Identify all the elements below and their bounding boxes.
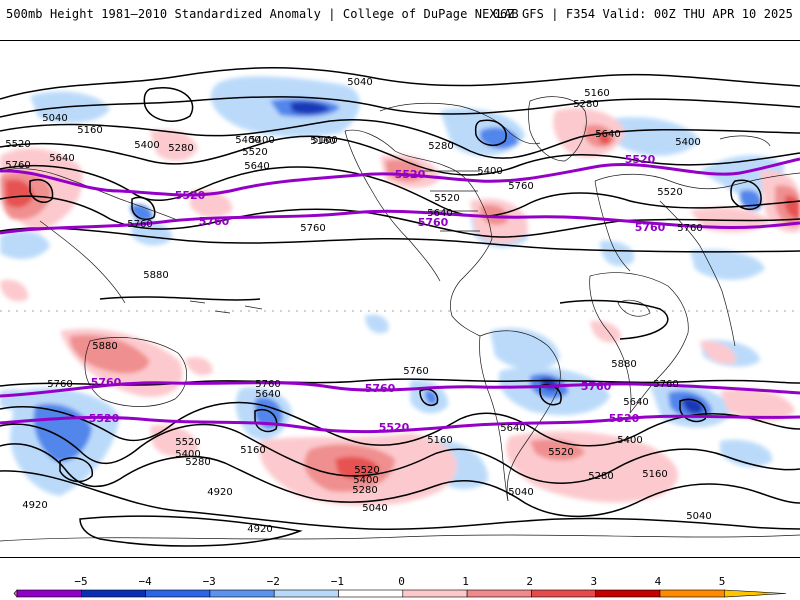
colorbar-segment: [81, 589, 146, 598]
contour-label: 5400: [675, 137, 700, 148]
colorbar-tick-label: 5: [719, 575, 726, 588]
contour-label: 5880: [92, 341, 117, 352]
contour-label: 5040: [42, 113, 67, 124]
contour-label: 5760: [403, 366, 428, 377]
contour-label: 5280: [185, 457, 210, 468]
contour-label: 5760: [127, 219, 152, 230]
colorbar-segment: [595, 589, 661, 598]
contour-label: 5160: [312, 135, 337, 146]
contour-label: 5280: [168, 143, 193, 154]
colorbar-segment: [466, 589, 532, 598]
highlight-contour-label: 5520: [625, 153, 656, 166]
colorbar-segment: [338, 589, 404, 598]
contour-label: 5760: [5, 160, 30, 171]
contour-label: 5280: [352, 485, 377, 496]
highlight-contour-label: 5760: [91, 376, 122, 389]
anomaly-map[interactable]: 5040 5160 5040 5520 5640 5760 5400 5280 …: [0, 40, 800, 558]
contour-label: 5280: [588, 471, 613, 482]
contour-label: 5880: [143, 270, 168, 281]
contour-label: 5520: [657, 187, 682, 198]
contour-label: 4920: [207, 487, 232, 498]
contour-label: 5520: [175, 437, 200, 448]
highlight-contour-label: 5520: [175, 189, 206, 202]
contour-label: 5640: [244, 161, 269, 172]
contour-label: 5520: [434, 193, 459, 204]
contour-label: 5160: [427, 435, 452, 446]
colorbar-tick-label: −5: [74, 575, 87, 588]
contour-label: 5400: [477, 166, 502, 177]
colorbar-tick-label: 1: [462, 575, 469, 588]
colorbar-tick-label: −2: [267, 575, 280, 588]
contour-label: 5040: [686, 511, 711, 522]
contour-label: 5280: [573, 99, 598, 110]
contour-label: 5640: [623, 397, 648, 408]
contour-label: 5640: [49, 153, 74, 164]
colorbar-tick-label: 4: [655, 575, 662, 588]
colorbar-min-arrow: [13, 589, 18, 598]
map-title: 500mb Height 1981–2010 Standardized Anom…: [6, 7, 519, 21]
highlight-contours: [0, 157, 800, 434]
contour-label: 5160: [77, 125, 102, 136]
contour-label: 5640: [500, 423, 525, 434]
contour-label: 5760: [508, 181, 533, 192]
highlight-contour-label: 5760: [635, 221, 666, 234]
contour-label: 5760: [47, 379, 72, 390]
colorbar-tick-label: −4: [138, 575, 152, 588]
contour-label: 5160: [642, 469, 667, 480]
contour-label: 5400: [617, 435, 642, 446]
contour-label: 5400: [175, 449, 200, 460]
colorbar-max-arrow: [723, 589, 787, 598]
contour-label: 5400: [353, 475, 378, 486]
contour-label: 5640: [427, 208, 452, 219]
colorbar-segment: [145, 589, 211, 598]
contour-label: 5160: [584, 88, 609, 99]
colorbar-segment: [659, 589, 725, 598]
contour-label: 5760: [677, 223, 702, 234]
highlight-contour-label: 5520: [89, 412, 120, 425]
contour-label: 5880: [611, 359, 636, 370]
contour-label: 5040: [508, 487, 533, 498]
contour-label: 5760: [653, 379, 678, 390]
colorbar-tick-label: −1: [331, 575, 344, 588]
contour-label: 5520: [5, 139, 30, 150]
highlight-contour-label: 5760: [365, 382, 396, 395]
contour-label: 5640: [255, 389, 280, 400]
colorbar-segment: [273, 589, 339, 598]
highlight-contour-label: 5520: [609, 412, 640, 425]
contour-label: 5280: [428, 141, 453, 152]
colorbar-tick-label: 3: [590, 575, 597, 588]
highlight-contour-label: 5760: [199, 215, 230, 228]
contour-label: 4920: [22, 500, 47, 511]
contour-label: 5640: [595, 129, 620, 140]
contour-label: 5040: [362, 503, 387, 514]
contour-label: 5400: [134, 140, 159, 151]
colorbar-segment: [209, 589, 275, 598]
anomaly-colorbar: −5 −4 −3 −2 −1 0 1 2 3 4 5: [13, 575, 787, 598]
highlight-contour-label: 5520: [379, 421, 410, 434]
contour-label: 5760: [300, 223, 325, 234]
highlight-contour-label: 5760: [418, 216, 449, 229]
highlight-contour-label: 5520: [395, 168, 426, 181]
model-run-info: 06Z GFS | F354 Valid: 00Z THU APR 10 202…: [492, 7, 793, 21]
contour-label: 5520: [242, 147, 267, 158]
contour-label: 5520: [548, 447, 573, 458]
contour-label: 4920: [247, 524, 272, 535]
colorbar-tick-label: 0: [398, 575, 405, 588]
colorbar-tick-label: −3: [203, 575, 216, 588]
colorbar-segment: [16, 589, 82, 598]
colorbar-segment: [402, 589, 468, 598]
highlight-contour-label: 5760: [581, 380, 612, 393]
contour-label: 5400: [249, 135, 274, 146]
colorbar-segment: [531, 589, 597, 598]
contour-label: 5520: [354, 465, 379, 476]
contour-label: 5160: [240, 445, 265, 456]
colorbar-tick-label: 2: [526, 575, 533, 588]
contour-label: 5160: [310, 136, 335, 147]
contour-label: 5400: [235, 135, 260, 146]
anomaly-shading: [0, 76, 800, 506]
map-canvas: 5040 5160 5040 5520 5640 5760 5400 5280 …: [0, 67, 800, 547]
contour-label: 5040: [347, 77, 372, 88]
contour-label: 5760: [255, 379, 280, 390]
